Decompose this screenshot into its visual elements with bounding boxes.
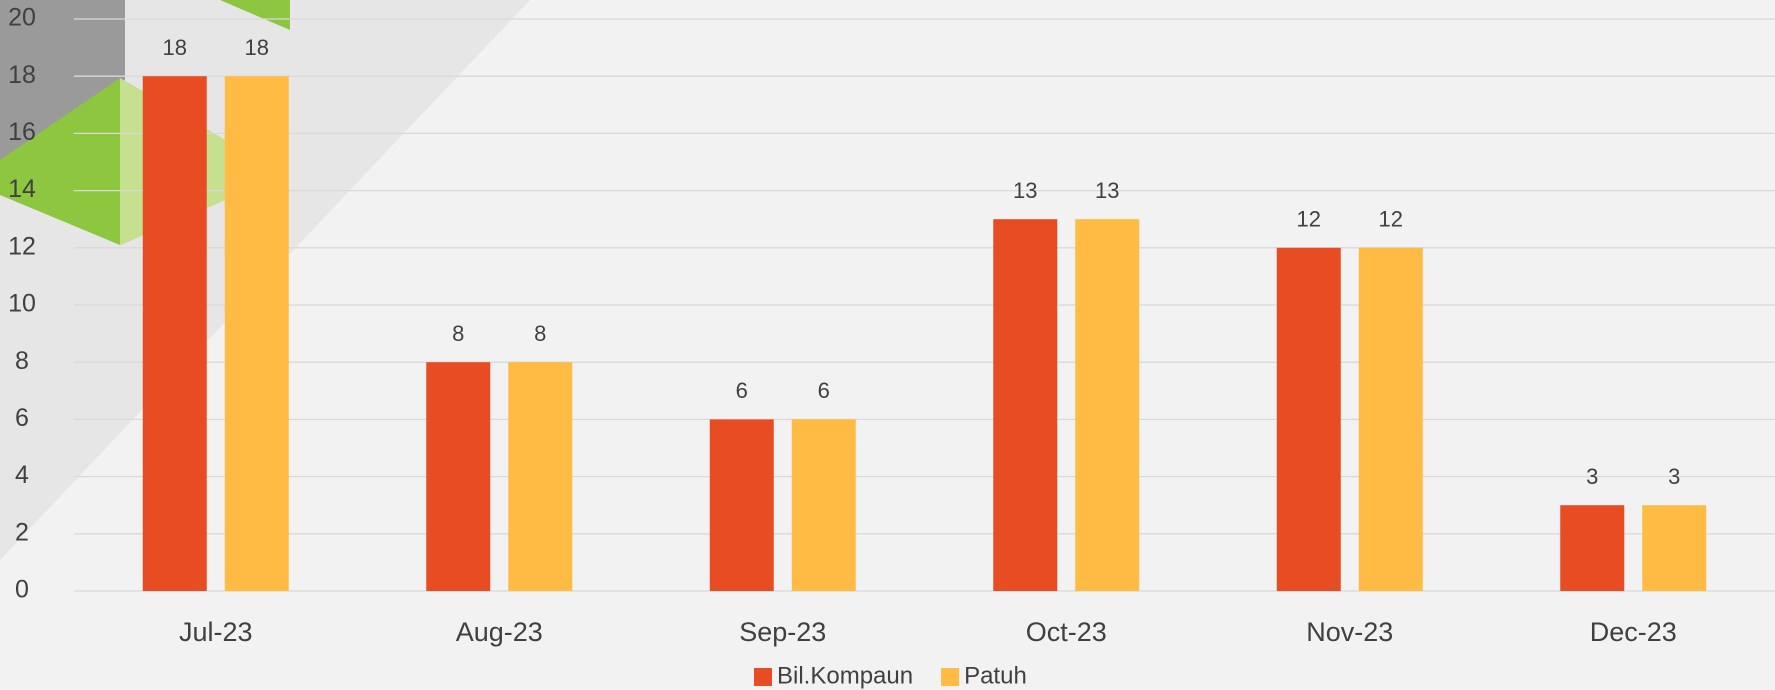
bar xyxy=(791,419,856,591)
legend-swatch xyxy=(754,668,772,686)
data-label: 18 xyxy=(163,35,187,60)
y-tick-label: 6 xyxy=(15,404,29,432)
legend-label: Patuh xyxy=(964,662,1027,689)
legend-label: Bil.Kompaun xyxy=(777,662,913,689)
data-label: 12 xyxy=(1379,207,1403,232)
data-label: 13 xyxy=(1013,178,1037,203)
y-tick-label: 0 xyxy=(15,576,29,604)
data-label: 6 xyxy=(736,378,748,403)
bar xyxy=(709,419,774,591)
x-tick-label: Oct-23 xyxy=(1026,617,1107,647)
data-label: 3 xyxy=(1668,464,1680,489)
y-tick-label: 20 xyxy=(8,4,36,32)
y-tick-label: 14 xyxy=(8,175,36,203)
data-label: 6 xyxy=(818,378,830,403)
bar xyxy=(426,362,491,591)
data-label: 8 xyxy=(534,321,546,346)
bar xyxy=(1560,505,1625,591)
x-tick-label: Nov-23 xyxy=(1306,617,1393,647)
bar xyxy=(1358,247,1423,592)
x-tick-label: Jul-23 xyxy=(179,617,253,647)
legend-swatch xyxy=(941,668,960,686)
y-tick-label: 2 xyxy=(15,518,29,546)
data-label: 13 xyxy=(1095,178,1119,203)
bar xyxy=(142,76,207,591)
y-tick-label: 4 xyxy=(15,461,29,489)
y-tick-label: 10 xyxy=(8,290,36,318)
x-tick-label: Sep-23 xyxy=(739,617,826,647)
plot: 0 2 4 6 8 10 12 14 16 18 20 Jul-23 18 18 Aug-23 8 8 Sep-2… xyxy=(8,4,1775,689)
y-tick-label: 12 xyxy=(8,232,36,260)
y-tick-label: 18 xyxy=(8,61,36,89)
decor-green-top xyxy=(125,0,290,30)
bar xyxy=(508,362,573,591)
data-label: 3 xyxy=(1586,464,1598,489)
data-label: 18 xyxy=(245,35,269,60)
decor-dark xyxy=(0,0,125,170)
bar xyxy=(224,76,289,591)
y-tick-label: 16 xyxy=(8,118,36,146)
data-label: 12 xyxy=(1297,207,1321,232)
bar xyxy=(993,219,1058,591)
y-tick-label: 8 xyxy=(15,347,29,375)
data-label: 8 xyxy=(452,321,464,346)
bar xyxy=(1642,505,1707,591)
bar xyxy=(1276,247,1341,592)
bar xyxy=(1075,219,1140,591)
x-tick-label: Aug-23 xyxy=(456,617,543,647)
x-tick-label: Dec-23 xyxy=(1590,617,1677,647)
